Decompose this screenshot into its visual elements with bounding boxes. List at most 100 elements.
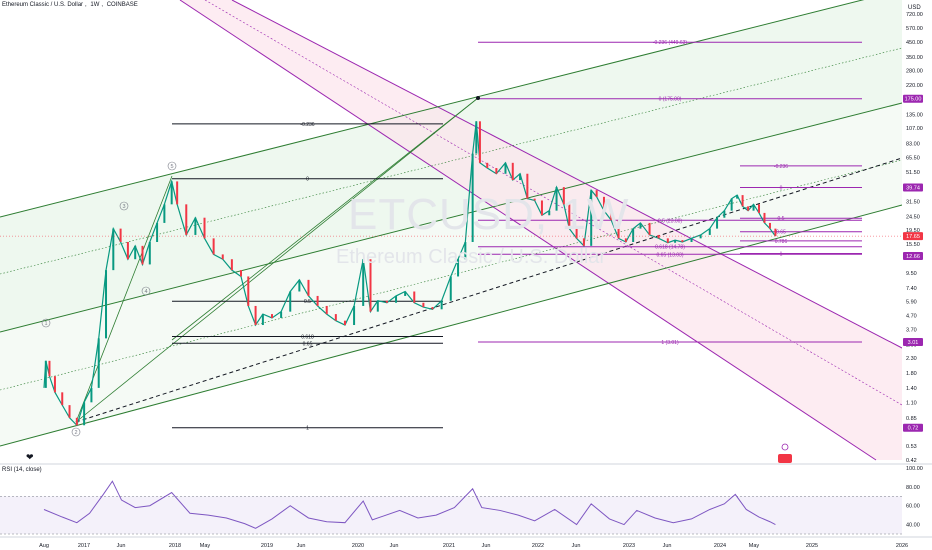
fan-line-2: [171, 97, 479, 341]
price-tag-1: 39.74: [906, 186, 920, 192]
price-candle-39: [343, 320, 346, 326]
fib-2023-label-0: -0.236: [774, 164, 788, 170]
price-line: [43, 121, 776, 427]
currency-label: USD: [908, 5, 921, 11]
price-tag-bg-2: [903, 232, 923, 241]
rising-channel-dotted-lower: [0, 159, 903, 391]
exchange: COINBASE: [106, 2, 138, 8]
price-candle-26: [230, 259, 233, 271]
price-candle-64: [540, 200, 543, 216]
elliott-wave-3-label: 3: [122, 204, 125, 210]
price-candle-38: [334, 314, 337, 321]
elliott-wave-3-circle: [119, 201, 129, 211]
price-tick-28: 0.85: [906, 416, 917, 422]
rsi-label: RSI (14, close): [2, 467, 42, 473]
price-candle-95: [763, 212, 766, 223]
price-candle-77: [632, 228, 635, 242]
fib-2021-label-4: 0.65 (13.03): [657, 252, 684, 258]
price-candle-73: [602, 196, 605, 211]
price-candle-17: [156, 222, 159, 242]
price-candle-37: [325, 305, 328, 315]
time-tick-15: 2024: [714, 543, 726, 549]
price-candle-15: [141, 245, 144, 265]
price-tag-3: 12.66: [906, 254, 920, 260]
price-tick-3: 350.00: [906, 55, 923, 61]
price-candle-8: [90, 387, 93, 403]
tradingview-logo-icon[interactable]: ❤: [26, 452, 34, 462]
price-candle-88: [723, 210, 726, 218]
price-tick-31: 0.42: [906, 458, 917, 464]
price-candle-51: [449, 276, 452, 301]
rising-channel-middle: [0, 102, 903, 333]
price-candle-82: [674, 240, 677, 243]
price-candle-23: [203, 217, 206, 239]
price-tag-bg-0: [903, 94, 923, 103]
price-candle-36: [316, 295, 319, 306]
elliott-wave-5-label: 5: [170, 164, 173, 170]
price-candle-55: [475, 121, 478, 154]
price-candle-5: [68, 405, 71, 418]
price-tick-22: 3.70: [906, 328, 917, 334]
price-tag-2: 17.65: [906, 234, 920, 240]
time-tick-3: 2018: [169, 543, 181, 549]
price-tag-5: 0.72: [908, 426, 919, 432]
price-tick-14: 24.50: [906, 214, 920, 220]
price-candle-97: [774, 228, 777, 237]
time-tick-4: May: [200, 543, 211, 549]
price-candle-83: [681, 240, 684, 242]
rising-channel-top: [0, 0, 865, 218]
fib-2016-label-0: -0.236: [300, 122, 314, 128]
descending-channel-lower: [179, 0, 877, 461]
watermark-ticker: ETCUSD, 1W: [348, 190, 630, 239]
price-candle-11: [112, 228, 115, 271]
price-candle-68: [568, 204, 571, 229]
price-candle-60: [511, 162, 514, 181]
price-tag-0: 175.00: [905, 97, 922, 103]
price-candle-35: [307, 279, 310, 296]
fib-2016-label-4: 0.65: [303, 341, 313, 347]
fib-2021-label-0: -0.236 (449.63): [653, 40, 688, 46]
price-candle-85: [699, 234, 702, 239]
price-candle-10: [105, 270, 108, 339]
price-candle-93: [752, 204, 755, 211]
price-tick-5: 220.00: [906, 83, 923, 89]
time-tick-17: 2025: [806, 543, 818, 549]
elliott-wave-4-circle: [141, 286, 151, 296]
symbol-name: Ethereum Classic / U.S. Dollar: [2, 2, 84, 8]
rising-channel-bottom: [0, 204, 903, 447]
fan-line-1: [75, 97, 479, 423]
price-candle-71: [590, 190, 593, 246]
price-candle-2: [48, 360, 51, 377]
price-candle-61: [519, 173, 522, 181]
price-axis-bg: [902, 0, 932, 550]
price-tick-30: 0.53: [906, 444, 917, 450]
price-tag-4: 3.01: [908, 340, 919, 346]
price-tick-11: 51.50: [906, 170, 920, 176]
price-candle-24: [212, 238, 215, 255]
rsi-band: [0, 496, 902, 534]
price-candle-29: [254, 305, 257, 326]
price-candle-58: [495, 168, 498, 174]
price-candle-66: [555, 187, 558, 211]
price-candle-86: [708, 228, 711, 235]
price-tick-4: 280.00: [906, 69, 923, 75]
price-candle-14: [134, 245, 137, 260]
price-candle-21: [185, 204, 188, 235]
fib-2021-label-1: 0 (175.00): [659, 97, 682, 103]
interval: 1W: [90, 2, 100, 8]
price-candle-12: [119, 228, 122, 242]
price-candle-62: [526, 173, 529, 199]
price-candle-92: [747, 206, 750, 211]
price-candle-84: [690, 238, 693, 242]
price-candle-44: [385, 300, 388, 303]
price-candle-80: [657, 234, 660, 239]
price-candle-59: [504, 162, 507, 174]
time-tick-11: 2022: [532, 543, 544, 549]
price-candle-20: [176, 181, 179, 205]
price-candle-19: [170, 181, 173, 205]
time-tick-8: Jun: [390, 543, 399, 549]
price-candle-43: [376, 300, 379, 312]
price-candle-3: [53, 376, 56, 393]
price-candle-54: [471, 153, 474, 242]
